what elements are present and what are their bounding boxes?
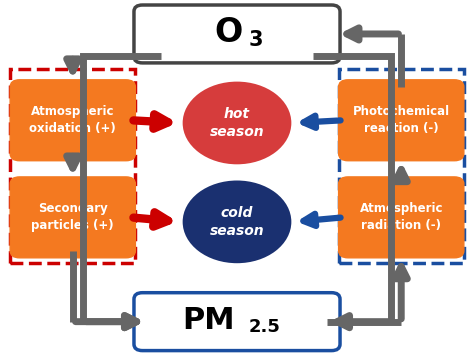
Text: cold
season: cold season — [210, 206, 264, 238]
Text: 3: 3 — [249, 30, 263, 51]
FancyBboxPatch shape — [338, 177, 464, 258]
Circle shape — [182, 82, 292, 164]
Text: Atmospheric
radiation (-): Atmospheric radiation (-) — [359, 203, 443, 232]
Text: Atmospheric
oxidation (+): Atmospheric oxidation (+) — [29, 105, 116, 135]
FancyBboxPatch shape — [134, 293, 340, 351]
FancyBboxPatch shape — [10, 80, 136, 161]
Bar — [338, 69, 464, 263]
Bar — [10, 69, 136, 263]
FancyBboxPatch shape — [10, 177, 136, 258]
Text: Secondary
particles (+): Secondary particles (+) — [31, 203, 114, 232]
FancyBboxPatch shape — [134, 5, 340, 63]
Text: O: O — [214, 16, 243, 49]
Text: hot
season: hot season — [210, 107, 264, 139]
Text: Photochemical
reaction (-): Photochemical reaction (-) — [353, 105, 450, 135]
Circle shape — [182, 180, 292, 263]
Text: PM: PM — [182, 306, 235, 335]
FancyBboxPatch shape — [338, 80, 464, 161]
Text: 2.5: 2.5 — [248, 318, 280, 336]
